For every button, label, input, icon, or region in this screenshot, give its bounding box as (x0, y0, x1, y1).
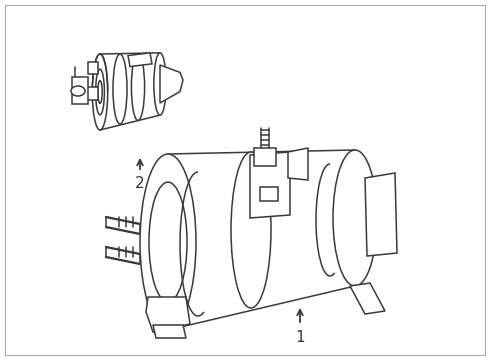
Ellipse shape (140, 154, 196, 330)
Ellipse shape (333, 150, 377, 286)
Text: 1: 1 (295, 330, 305, 346)
Text: 2: 2 (135, 175, 145, 190)
Polygon shape (146, 297, 190, 332)
Polygon shape (250, 152, 290, 218)
Ellipse shape (98, 81, 102, 103)
Polygon shape (153, 325, 186, 338)
Ellipse shape (154, 53, 166, 115)
Polygon shape (128, 53, 152, 67)
Ellipse shape (92, 54, 108, 130)
Ellipse shape (113, 54, 127, 124)
Polygon shape (85, 87, 98, 100)
Polygon shape (260, 187, 278, 201)
Polygon shape (254, 148, 276, 166)
Ellipse shape (149, 182, 187, 302)
Polygon shape (350, 283, 385, 314)
Ellipse shape (71, 86, 85, 96)
Ellipse shape (96, 69, 104, 115)
Polygon shape (72, 77, 88, 104)
Ellipse shape (131, 54, 145, 121)
Polygon shape (288, 148, 308, 180)
Polygon shape (160, 65, 183, 103)
Ellipse shape (231, 152, 271, 308)
Polygon shape (365, 173, 397, 256)
Polygon shape (88, 62, 98, 74)
